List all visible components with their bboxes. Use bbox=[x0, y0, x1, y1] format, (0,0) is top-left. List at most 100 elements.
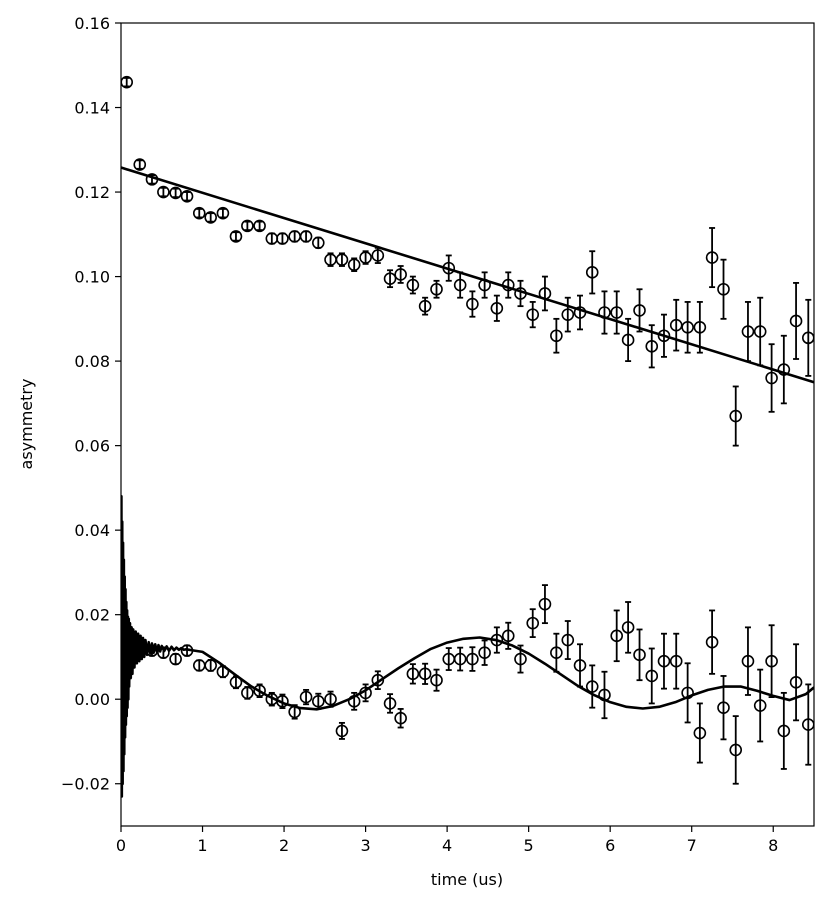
data-point bbox=[610, 629, 623, 643]
data-point bbox=[777, 724, 791, 738]
data-point bbox=[430, 282, 443, 296]
data-point bbox=[514, 652, 527, 666]
data-point bbox=[359, 251, 372, 264]
data-point bbox=[633, 648, 646, 662]
x-axis-label: time (us) bbox=[431, 870, 503, 889]
data-point bbox=[526, 308, 540, 321]
data-point bbox=[453, 278, 467, 292]
data-point bbox=[253, 219, 266, 233]
data-point bbox=[693, 726, 707, 740]
y-axis-label: asymmetry bbox=[17, 379, 36, 470]
data-point bbox=[573, 659, 587, 672]
data-point bbox=[383, 272, 397, 285]
data-point bbox=[430, 673, 443, 687]
plot-frame bbox=[120, 22, 815, 827]
x-tick-label: 6 bbox=[605, 836, 615, 855]
y-tick-label: 0.10 bbox=[74, 268, 110, 287]
y-tick-label: 0.14 bbox=[74, 99, 110, 118]
data-point bbox=[418, 667, 432, 681]
data-point bbox=[610, 306, 623, 319]
y-tick-label: 0.02 bbox=[74, 606, 110, 625]
data-point bbox=[276, 232, 289, 245]
data-point bbox=[312, 695, 325, 708]
data-point bbox=[453, 652, 467, 666]
x-tick-label: 2 bbox=[279, 836, 289, 855]
y-tick-label: 0.12 bbox=[74, 183, 110, 202]
data-point bbox=[789, 314, 803, 328]
series-3 bbox=[121, 495, 814, 798]
series-1 bbox=[121, 166, 814, 384]
data-point bbox=[633, 304, 646, 317]
data-point bbox=[241, 686, 254, 700]
x-tick-label: 0 bbox=[116, 836, 126, 855]
data-point bbox=[621, 621, 635, 634]
y-tick-label: −0.02 bbox=[61, 775, 110, 794]
data-point bbox=[192, 206, 206, 220]
data-point bbox=[621, 333, 635, 347]
data-point bbox=[550, 646, 563, 660]
data-point bbox=[312, 236, 325, 250]
data-point bbox=[169, 186, 182, 200]
fit-line bbox=[121, 166, 814, 384]
data-point bbox=[406, 278, 420, 292]
data-point bbox=[347, 258, 361, 272]
data-point bbox=[335, 724, 349, 738]
data-point bbox=[371, 249, 385, 262]
data-point bbox=[681, 320, 694, 334]
data-point bbox=[490, 301, 504, 315]
axes: 0 1 2 3 4 5 6 7 8 −0.02 0.00 0.02 0.04 0.06 0.08 0.10 0.… bbox=[61, 14, 815, 855]
data-point bbox=[729, 743, 743, 757]
x-tick-label: 8 bbox=[768, 836, 778, 855]
x-tick-label: 1 bbox=[197, 836, 207, 855]
data-point bbox=[705, 635, 719, 649]
x-tick-label: 4 bbox=[442, 836, 452, 855]
x-tick-label: 5 bbox=[524, 836, 534, 855]
data-point bbox=[216, 206, 230, 220]
data-point bbox=[406, 667, 420, 681]
data-point bbox=[717, 282, 730, 296]
data-point bbox=[753, 325, 767, 338]
data-point bbox=[645, 669, 659, 683]
data-point bbox=[657, 329, 671, 343]
data-point bbox=[550, 329, 563, 343]
data-point bbox=[501, 629, 515, 643]
data-point bbox=[561, 633, 575, 647]
data-point bbox=[765, 654, 778, 668]
data-point bbox=[669, 654, 683, 668]
data-point bbox=[789, 676, 803, 689]
data-point bbox=[169, 652, 182, 666]
data-point bbox=[753, 699, 767, 712]
y-tick-label: 0.00 bbox=[74, 690, 110, 709]
data-point bbox=[335, 253, 349, 266]
data-point bbox=[133, 158, 147, 171]
y-tick-label: 0.04 bbox=[74, 521, 110, 540]
data-point bbox=[157, 185, 170, 199]
data-point bbox=[478, 646, 491, 660]
data-point bbox=[241, 219, 254, 233]
data-point bbox=[204, 211, 217, 224]
y-tick-label: 0.06 bbox=[74, 437, 110, 456]
x-tick-label: 3 bbox=[360, 836, 370, 855]
data-point bbox=[693, 320, 707, 334]
fit-line bbox=[121, 495, 814, 798]
data-point bbox=[324, 692, 337, 706]
data-point bbox=[394, 268, 407, 281]
data-point bbox=[777, 363, 791, 376]
data-point bbox=[299, 690, 313, 704]
data-point bbox=[204, 659, 217, 672]
data-point bbox=[418, 299, 432, 313]
data-point bbox=[645, 340, 659, 353]
data-point bbox=[180, 189, 194, 203]
data-point bbox=[299, 230, 313, 243]
data-point bbox=[657, 654, 671, 668]
data-point bbox=[585, 266, 599, 279]
y-tick-label: 0.16 bbox=[74, 14, 110, 33]
plot-area bbox=[121, 75, 814, 798]
data-point bbox=[394, 711, 407, 725]
data-point bbox=[253, 684, 266, 698]
y-tick-label: 0.08 bbox=[74, 352, 110, 371]
x-tick-label: 7 bbox=[687, 836, 697, 855]
data-point bbox=[538, 597, 552, 611]
data-point bbox=[717, 701, 730, 714]
